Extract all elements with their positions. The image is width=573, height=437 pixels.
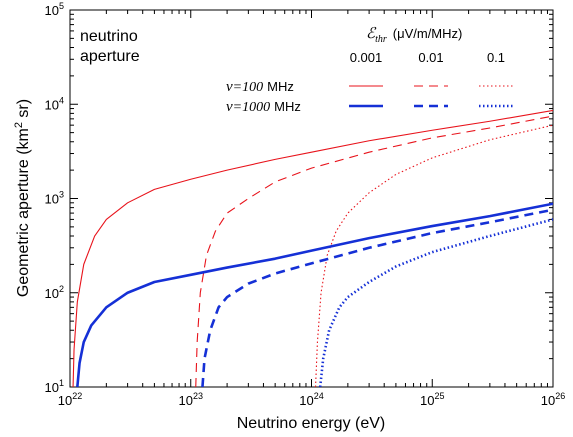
x-tick-exp: 26 <box>555 391 565 401</box>
x-tick-exp: 22 <box>72 391 82 401</box>
x-tick-label: 1025 <box>420 391 444 408</box>
y-axis-title-sup: 2 <box>13 122 25 128</box>
legend-rows: ν=100 MHz ν=1000 MHz <box>226 79 513 115</box>
legend-nu-unit: MHz <box>274 99 301 114</box>
legend-nu-symbol: ν <box>226 99 233 115</box>
threshold-subscript: thr <box>375 34 387 45</box>
threshold-symbol: ℰ <box>366 26 377 42</box>
x-tick-exp: 25 <box>434 391 444 401</box>
y-tick-label: 103 <box>45 190 64 207</box>
legend-frequency-label: ν=1000 MHz <box>226 99 301 115</box>
minor-ticks <box>70 10 553 387</box>
major-ticks <box>69 9 554 388</box>
y-axis-title: Geometric aperture (km2 sr) <box>13 99 32 297</box>
legend-frequency-label: ν=100 MHz <box>226 79 294 95</box>
x-tick-exp: 23 <box>193 391 203 401</box>
x-tick-label: 1022 <box>58 391 82 408</box>
annotation-line-2: aperture <box>80 48 140 65</box>
series-line-100mhz-dashed <box>195 115 553 387</box>
plot-frame <box>69 9 554 388</box>
y-tick-base: 10 <box>45 380 59 395</box>
x-tick-label: 1026 <box>541 391 565 408</box>
y-tick-label: 104 <box>45 95 64 112</box>
y-tick-base: 10 <box>45 286 59 301</box>
x-tick-base: 10 <box>541 393 555 408</box>
legend-threshold-value: 0.01 <box>418 50 443 65</box>
y-tick-label: 105 <box>45 1 64 18</box>
series-line-100mhz-solid <box>72 109 553 387</box>
y-tick-exp: 4 <box>59 95 64 105</box>
x-tick-base: 10 <box>299 393 313 408</box>
y-tick-base: 10 <box>45 97 59 112</box>
legend-threshold-value: 0.001 <box>350 50 383 65</box>
y-tick-exp: 3 <box>59 190 64 200</box>
y-tick-base: 10 <box>45 3 59 18</box>
legend-threshold-title: ℰthr (μV/m/MHz) <box>366 26 462 45</box>
series-line-1000mhz-dotted <box>318 218 553 387</box>
y-tick-label: 101 <box>45 378 64 395</box>
legend-threshold-values: 0.001 0.01 0.1 <box>350 50 505 65</box>
annotation-line-1: neutrino <box>80 28 138 45</box>
x-tick-base: 10 <box>420 393 434 408</box>
x-tick-base: 10 <box>58 393 72 408</box>
threshold-unit: (μV/m/MHz) <box>393 26 463 41</box>
legend-nu-unit: MHz <box>267 79 294 94</box>
x-axis-title: Neutrino energy (eV) <box>237 415 386 432</box>
y-axis-title-rest: sr) <box>15 99 32 122</box>
x-tick-label: 1024 <box>299 391 323 408</box>
legend: ℰthr (μV/m/MHz) 0.001 0.01 0.1 ν=100 MHzν=10… <box>226 26 513 115</box>
x-tick-labels: 1022 1023 1024 1025 1026 <box>58 391 565 408</box>
series-line-1000mhz-solid <box>76 202 553 387</box>
series-layer <box>72 109 553 387</box>
y-axis-title-main: Geometric aperture (km <box>15 128 32 297</box>
x-tick-label: 1023 <box>179 391 203 408</box>
legend-nu-value: =100 <box>233 80 263 95</box>
series-line-1000mhz-dashed <box>201 208 553 387</box>
x-tick-exp: 24 <box>314 391 324 401</box>
x-tick-base: 10 <box>179 393 193 408</box>
y-tick-base: 10 <box>45 192 59 207</box>
legend-nu-symbol: ν <box>226 79 233 95</box>
y-tick-exp: 2 <box>59 284 64 294</box>
y-tick-label: 102 <box>45 284 64 301</box>
series-line-100mhz-dotted <box>314 124 553 387</box>
legend-threshold-value: 0.1 <box>487 50 505 65</box>
y-tick-exp: 5 <box>59 1 64 11</box>
y-tick-exp: 1 <box>59 378 64 388</box>
legend-nu-value: =1000 <box>233 100 270 115</box>
